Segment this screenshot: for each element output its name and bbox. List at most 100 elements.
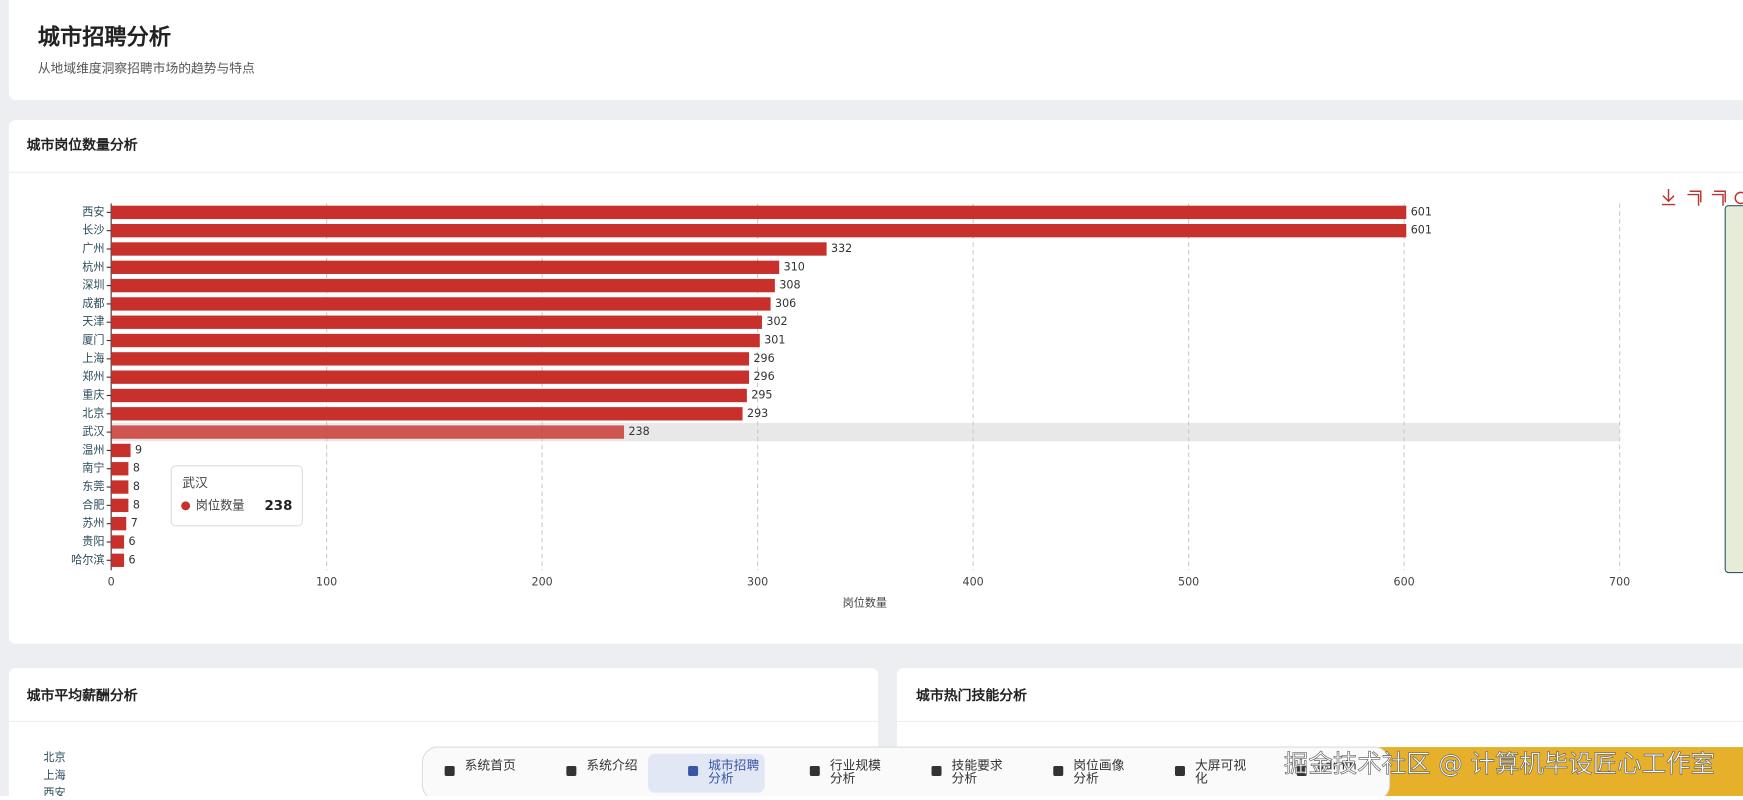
bar (111, 370, 750, 384)
y-tick-label: 哈尔滨 (71, 552, 104, 566)
x-tick-label: 700 (1609, 576, 1630, 589)
data-zoom[interactable] (1724, 205, 1743, 574)
nav-label[interactable]: 系统首页 (464, 758, 516, 773)
value-label: 302 (766, 315, 787, 328)
x-tick-label: 0 (108, 576, 115, 589)
bar (111, 407, 743, 421)
y-tick-label: 西安 (82, 204, 104, 218)
nav-item[interactable]: 系统首页 (465, 758, 527, 791)
nav-item[interactable]: 城市招聘分析 (708, 758, 770, 791)
value-label: 296 (753, 370, 774, 383)
y-tick-label: 天津 (82, 315, 104, 328)
bar (111, 535, 125, 549)
bar (111, 388, 747, 403)
value-label: 306 (775, 297, 796, 310)
bar (111, 480, 129, 494)
nav-label[interactable]: 岗位画像分析 (1073, 758, 1125, 786)
y-tick-label: 郑州 (82, 369, 104, 383)
bar (111, 425, 625, 439)
bar (111, 553, 125, 567)
bar (111, 498, 129, 513)
value-label: 8 (133, 480, 140, 493)
nav-label[interactable]: 行业规模分析 (829, 758, 881, 786)
panel-title: 城市平均薪酬分析 (27, 687, 138, 704)
nav-item[interactable]: 行业规模分析 (830, 758, 892, 791)
nav-item[interactable]: admin (1317, 758, 1379, 791)
y-tick-label: 成都 (82, 297, 104, 310)
nav-item[interactable]: 岗位画像分析 (1073, 758, 1135, 791)
x-tick-label: 100 (316, 576, 337, 589)
bar (111, 517, 127, 531)
y-tick-label: 南宁 (82, 461, 104, 475)
y-tick-label: 上海 (43, 768, 65, 782)
value-label: 6 (129, 535, 136, 548)
nav-icon (809, 765, 820, 776)
nav-icon (1053, 765, 1064, 776)
value-label: 295 (751, 388, 772, 401)
nav-label[interactable]: 技能要求分析 (951, 758, 1003, 786)
tooltip-marker (181, 501, 191, 511)
tooltip: 武汉 岗位数量 238 (170, 465, 303, 527)
tooltip-series: 岗位数量 (196, 497, 245, 512)
value-label: 7 (131, 517, 138, 530)
y-tick-label: 厦门 (82, 333, 104, 347)
nav-label[interactable]: 大屏可视化 (1194, 758, 1247, 786)
y-tick-label: 苏州 (82, 517, 104, 530)
bar (111, 278, 775, 293)
y-tick-label: 温州 (82, 443, 104, 456)
header-card (8, 0, 1743, 101)
bar (111, 443, 131, 458)
bar (111, 333, 760, 348)
value-label: 301 (764, 334, 785, 347)
value-label: 8 (133, 498, 140, 511)
value-label: 293 (747, 407, 768, 420)
tooltip-value: 238 (265, 499, 293, 514)
bar (111, 297, 771, 311)
y-tick-label: 长沙 (82, 224, 104, 237)
y-tick-label: 东莞 (82, 480, 104, 493)
y-tick-label: 西安 (43, 786, 65, 796)
x-tick-label: 600 (1394, 576, 1415, 589)
tooltip-box (170, 465, 303, 527)
y-tick-label: 北京 (43, 750, 65, 764)
nav-item[interactable]: 大屏可视化 (1195, 758, 1257, 791)
nav-label[interactable]: admin (1316, 758, 1357, 773)
nav-item[interactable]: 系统介绍 (586, 758, 648, 791)
y-tick-label: 杭州 (82, 259, 104, 273)
page-title: 城市招聘分析 (38, 23, 171, 50)
nav-icon (444, 765, 455, 776)
x-tick-label: 500 (1178, 576, 1199, 589)
toolbox[interactable] (1661, 189, 1743, 206)
value-label: 308 (779, 279, 800, 292)
value-label: 332 (831, 242, 852, 255)
value-label: 238 (628, 425, 649, 438)
x-tick-label: 400 (963, 576, 984, 589)
y-tick-label: 上海 (82, 351, 104, 365)
bar (111, 260, 780, 274)
nav-item[interactable]: 技能要求分析 (952, 758, 1014, 791)
value-label: 601 (1411, 224, 1432, 237)
nav-icon (931, 765, 942, 776)
nav-label[interactable]: 系统介绍 (586, 758, 638, 773)
y-tick-label: 北京 (82, 406, 104, 420)
value-label: 9 (135, 443, 142, 456)
y-tick-label: 重庆 (82, 387, 104, 401)
bar (111, 352, 750, 366)
value-label: 601 (1411, 205, 1432, 218)
nav-icon (566, 765, 577, 776)
bar (111, 242, 827, 256)
bar (111, 462, 129, 476)
y-tick-label: 武汉 (82, 425, 104, 438)
y-tick-label: 贵阳 (82, 535, 104, 548)
value-label: 8 (133, 462, 140, 475)
nav-icon (1174, 765, 1185, 776)
chart-title: 城市岗位数量分析 (27, 137, 138, 154)
panel-title: 城市热门技能分析 (916, 687, 1027, 704)
bar (111, 224, 1407, 238)
value-label: 296 (753, 352, 774, 365)
bar (111, 315, 762, 329)
nav-label[interactable]: 城市招聘分析 (708, 758, 760, 786)
x-tick-label: 300 (747, 576, 768, 589)
yellow-area (1361, 747, 1743, 796)
